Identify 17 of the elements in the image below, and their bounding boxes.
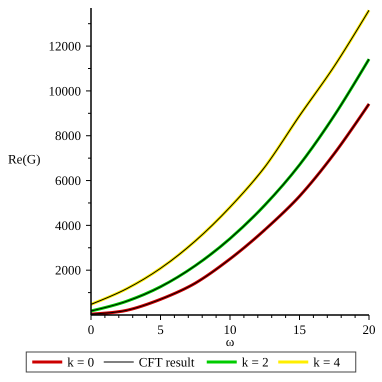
x-tick-label: 10 — [224, 322, 236, 337]
legend-label: k = 2 — [242, 354, 269, 370]
y-tick-label: 2000 — [55, 262, 81, 278]
legend-label: CFT result — [138, 354, 195, 370]
y-axis-title: Re(G) — [8, 152, 40, 166]
x-tick-label: 5 — [157, 322, 164, 337]
y-tick-label: 4000 — [55, 218, 81, 233]
x-tick-label: 0 — [88, 322, 94, 337]
legend-label: k = 0 — [67, 354, 94, 370]
legend-label: k = 4 — [313, 354, 341, 370]
y-tick-label: 12000 — [48, 38, 81, 54]
x-axis-title: ω — [226, 334, 235, 349]
x-tick-label: 20 — [362, 322, 376, 337]
x-tick-label: 15 — [293, 322, 306, 337]
y-tick-label: 6000 — [55, 173, 81, 188]
y-tick-label: 8000 — [55, 128, 81, 144]
y-tick-label: 10000 — [48, 83, 81, 98]
